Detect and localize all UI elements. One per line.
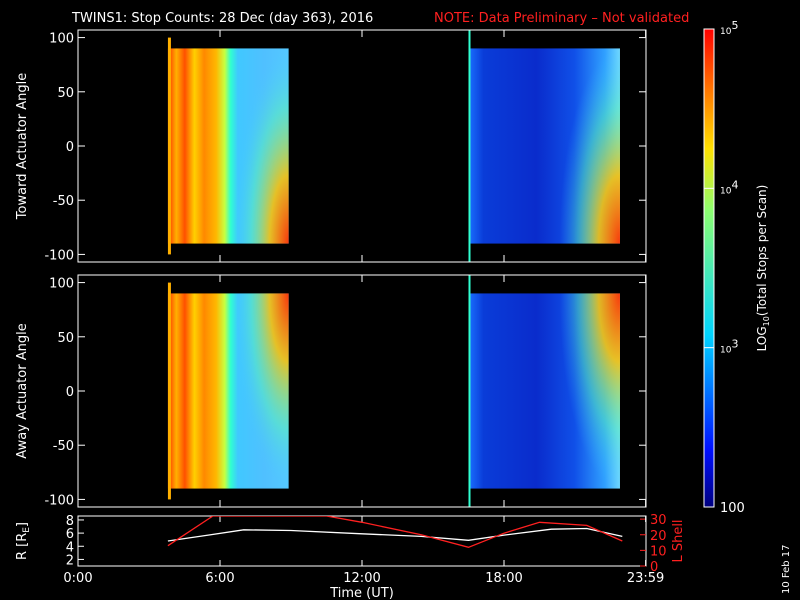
radial-distance-line [167,527,623,542]
y-tick-label: 0 [66,385,74,400]
x-tick-label: 0:00 [63,571,92,586]
right-axis-label: L Shell [671,519,686,562]
colorbar-tick-label: 104 [720,178,738,196]
right-tick-label: 30 [650,513,667,528]
away-actuator-heatmap: 100 50 0 -50 -100 Away Actuator Angle [15,274,647,508]
colorbar-tick-exp: 4 [731,178,738,191]
data-block-2-b-corner [559,293,620,489]
preliminary-note: NOTE: Data Preliminary – Not validated [434,11,689,26]
y-axis-label: Away Actuator Angle [15,323,30,458]
left-tick-label: 6 [66,527,74,542]
figure-title: TWINS1: Stop Counts: 28 Dec (day 363), 2… [71,11,373,26]
left-tick-label: 4 [66,540,74,555]
colorbar-label-rest: (Total Stops per Scan) [755,185,769,316]
date-stamp: 10 Feb 17 [781,544,792,594]
colorbar-tick-exp: 3 [731,338,738,351]
left-axis-label: R [RE] [15,522,32,560]
colorbar-tick-label: 100 [720,501,745,516]
data-block-1-a-corner [234,48,289,244]
right-tick-label: 20 [650,529,667,544]
right-tick-label: 0 [650,560,658,575]
y-tick-label: 100 [49,32,74,47]
x-tick-label: 23:59 [627,571,664,586]
y-tick-label: 100 [49,277,74,292]
x-tick-label: 6:00 [205,571,234,586]
colorbar-ramp [703,28,715,508]
left-axis-label-sub: E [22,527,32,533]
x-tick-label: 12:00 [343,571,380,586]
y-tick-label: -100 [44,493,74,508]
x-tick-label: 18:00 [485,571,522,586]
colorbar-tick-exp: 5 [731,19,738,32]
l-shell-line [167,516,623,548]
y-tick-label: -100 [44,248,74,263]
data-block-1-b-corner [559,48,620,244]
data-block-2-b-edge [468,275,471,507]
y-tick-label: 0 [66,140,74,155]
y-axis-label: Toward Actuator Angle [15,73,30,220]
right-tick-label: 10 [650,544,667,559]
left-tick-label: 8 [66,514,74,529]
y-tick-label: -50 [53,194,74,209]
data-block-2-a-corner [234,293,289,489]
colorbar-label: LOG10(Total Stops per Scan) [755,185,771,352]
data-block-2-a-edge [167,282,171,500]
left-tick-label: 2 [66,553,74,568]
y-tick-label: 50 [57,331,74,346]
data-block-1-a-edge [167,37,171,255]
y-tick-label: 50 [57,86,74,101]
data-block-1-b-edge [468,30,471,262]
y-tick-label: -50 [53,439,74,454]
colorbar-tick-label: 103 [720,338,738,356]
colorbar-tick-label: 105 [720,19,738,37]
left-axis-label-end: ] [15,522,30,527]
colorbar-label-sub: 10 [762,316,771,326]
x-axis-label: Time (UT) [329,586,394,600]
toward-actuator-heatmap: 100 50 0 -50 -100 Toward Actuator Angle [15,29,647,263]
